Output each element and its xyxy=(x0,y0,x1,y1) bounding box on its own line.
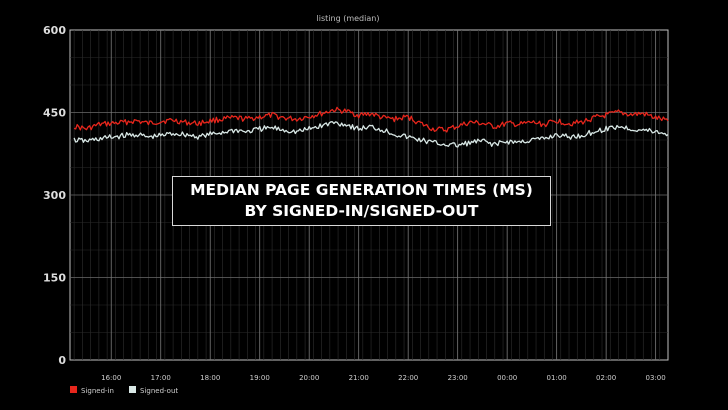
y-tick-label: 150 xyxy=(43,272,66,285)
legend-label: Signed-out xyxy=(140,387,178,395)
overlay-caption: MEDIAN PAGE GENERATION TIMES (MS) BY SIG… xyxy=(172,176,551,226)
y-tick-label: 600 xyxy=(43,24,66,37)
legend: Signed-in Signed-out xyxy=(70,386,178,395)
series-lines xyxy=(73,106,669,148)
overlay-line-2: BY SIGNED-IN/SIGNED-OUT xyxy=(244,202,479,220)
x-tick-label: 03:00 xyxy=(646,374,666,382)
x-tick-label: 22:00 xyxy=(398,374,418,382)
x-tick-label: 19:00 xyxy=(250,374,270,382)
overlay-line-1: MEDIAN PAGE GENERATION TIMES (MS) xyxy=(190,181,533,199)
x-tick-label: 18:00 xyxy=(200,374,220,382)
x-tick-label: 16:00 xyxy=(101,374,121,382)
y-axis-ticks: 0 150 300 450 600 xyxy=(43,24,66,367)
x-tick-label: 21:00 xyxy=(349,374,369,382)
legend-swatch xyxy=(70,386,77,393)
x-tick-label: 23:00 xyxy=(448,374,468,382)
y-tick-label: 450 xyxy=(43,107,66,120)
series-line-signed-in xyxy=(73,106,669,133)
x-axis-ticks: 16:00 17:00 18:00 19:00 20:00 21:00 22:00 23:00… xyxy=(101,374,666,382)
legend-label: Signed-in xyxy=(81,387,114,395)
x-tick-label: 02:00 xyxy=(596,374,616,382)
series-line-signed-out xyxy=(73,121,669,148)
x-tick-label: 17:00 xyxy=(151,374,171,382)
y-tick-label: 0 xyxy=(58,354,66,367)
legend-swatch xyxy=(129,386,136,393)
x-tick-label: 01:00 xyxy=(547,374,567,382)
x-tick-label: 20:00 xyxy=(299,374,319,382)
x-tick-label: 00:00 xyxy=(497,374,517,382)
chart-title: listing (median) xyxy=(317,14,380,23)
y-tick-label: 300 xyxy=(43,189,66,202)
